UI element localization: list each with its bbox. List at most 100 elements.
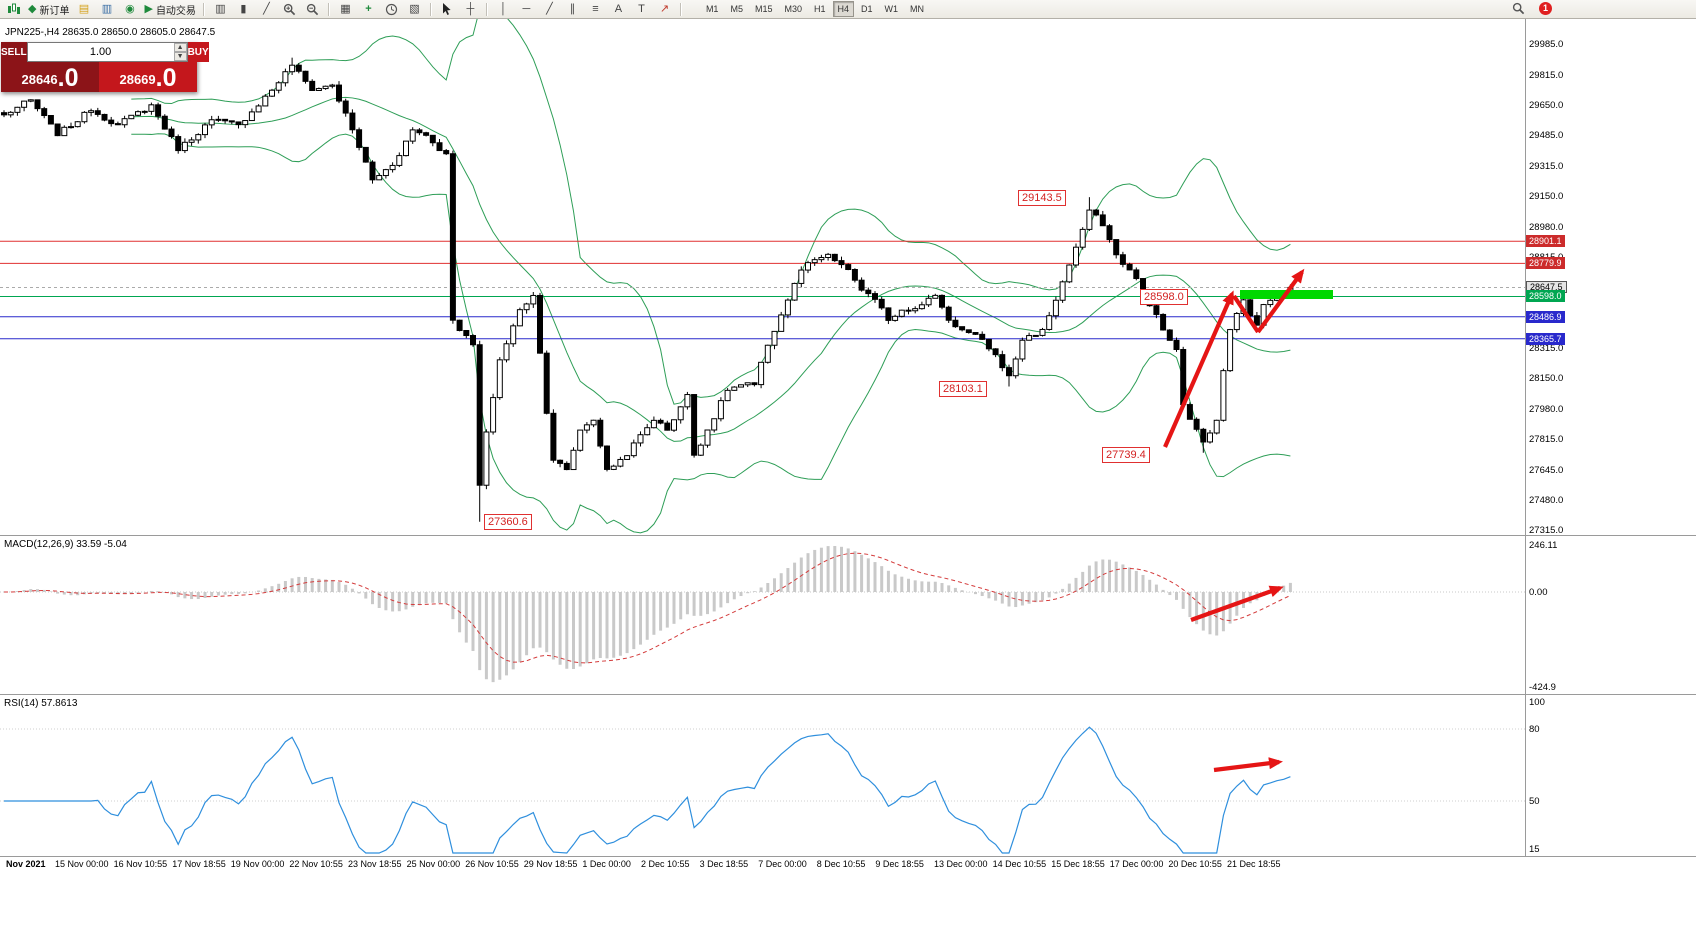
data-window-button[interactable]: ▥: [96, 1, 117, 17]
zoom-in-button[interactable]: [279, 1, 300, 17]
templates-icon: ▧: [409, 2, 420, 15]
price-axis-border[interactable]: [1525, 18, 1526, 856]
time-axis-label: 22 Nov 10:55: [289, 859, 343, 869]
trendline-button[interactable]: ╱: [539, 1, 560, 17]
trend-arrow[interactable]: [1213, 757, 1283, 773]
auto-trading-button[interactable]: ▶ 自动交易: [144, 2, 196, 17]
line-chart-icon: ╱: [263, 2, 270, 15]
macd-axis-label: 0.00: [1529, 587, 1548, 598]
text-label-button[interactable]: T: [631, 1, 652, 17]
panel-separator[interactable]: [0, 535, 1696, 536]
panel-separator[interactable]: [0, 694, 1696, 695]
cursor-button[interactable]: [437, 1, 458, 17]
arrows-tool-icon: ↗: [659, 2, 670, 15]
timeframe-button-h1[interactable]: H1: [814, 4, 826, 14]
candlestick-chart-button[interactable]: ▮: [233, 1, 254, 17]
time-axis-label: Nov 2021: [6, 859, 46, 869]
indicators-button[interactable]: +: [358, 1, 379, 17]
crosshair-button[interactable]: ┼: [460, 1, 481, 17]
buy-button[interactable]: BUY: [187, 42, 209, 62]
templates-button[interactable]: ▧: [404, 1, 425, 17]
zoom-out-button[interactable]: [302, 1, 323, 17]
timeframe-button-w1[interactable]: W1: [884, 4, 899, 14]
bar-chart-button[interactable]: ▥: [210, 1, 231, 17]
price-annotation-label[interactable]: 28103.1: [939, 381, 987, 397]
trend-arrow[interactable]: [1232, 294, 1260, 334]
arrows-tool-button[interactable]: ↗: [654, 1, 675, 17]
trend-arrow[interactable]: [1256, 268, 1305, 334]
text-button[interactable]: A: [608, 1, 629, 17]
price-axis-tick: 27645.0: [1529, 464, 1564, 476]
price-axis-tick: 29150.0: [1529, 190, 1564, 202]
price-annotation-label[interactable]: 27739.4: [1102, 447, 1150, 463]
price-annotation-label[interactable]: 28598.0: [1140, 289, 1188, 305]
price-axis-badge: 28365.7: [1526, 332, 1565, 345]
horizontal-line-button[interactable]: ─: [516, 1, 537, 17]
rsi-axis-label: 80: [1529, 724, 1540, 735]
price-axis-tick: 28150.0: [1529, 373, 1564, 384]
bar-chart-icon: ▥: [215, 2, 226, 15]
zoom-in-icon: [283, 3, 296, 15]
line-chart-button[interactable]: ╱: [256, 1, 277, 17]
timeframe-button-d1[interactable]: D1: [861, 4, 873, 14]
trend-arrow[interactable]: [1163, 290, 1234, 448]
tile-windows-button[interactable]: ▦: [335, 1, 356, 17]
toolbar-separator: [202, 2, 205, 16]
macd-axis-label: -424.9: [1529, 682, 1556, 693]
new-chart-button[interactable]: [3, 1, 24, 17]
price-annotation-label[interactable]: 27360.6: [484, 514, 532, 530]
macd-indicator-label: MACD(12,26,9) 33.59 -5.04: [4, 539, 127, 550]
time-axis-label: 20 Dec 10:55: [1168, 859, 1222, 869]
time-axis-label: 8 Dec 10:55: [816, 859, 866, 869]
price-axis-tick: 29650.0: [1529, 99, 1564, 111]
rsi-indicator-layer[interactable]: [0, 726, 1525, 854]
rsi-axis-label: 50: [1529, 796, 1540, 807]
drawn-objects-layer[interactable]: [1163, 268, 1333, 773]
price-chart-layer[interactable]: [0, 4, 1525, 534]
fibonacci-button[interactable]: ≡: [585, 1, 606, 17]
volume-input[interactable]: [27, 43, 174, 61]
macd-axis-label: 246.11: [1529, 540, 1558, 551]
periods-button[interactable]: [381, 1, 402, 17]
vertical-line-button[interactable]: │: [493, 1, 514, 17]
timeframe-button-h4[interactable]: H4: [832, 1, 855, 17]
new-chart-icon: [7, 3, 20, 14]
market-watch-button[interactable]: ▤: [73, 1, 94, 17]
vertical-line-icon: │: [500, 2, 507, 15]
time-axis-label: 13 Dec 00:00: [934, 859, 988, 869]
timeframe-button-m5[interactable]: M5: [730, 4, 743, 14]
search-icon[interactable]: [1512, 2, 1525, 15]
volume-down-button[interactable]: ▼: [173, 52, 187, 61]
price-axis-badge: 28486.9: [1526, 310, 1565, 323]
sell-price[interactable]: 28646.0: [1, 62, 99, 92]
price-annotation-label[interactable]: 29143.5: [1018, 190, 1066, 206]
time-axis-label: 17 Nov 18:55: [172, 859, 226, 869]
time-axis-label: 2 Dec 10:55: [641, 859, 690, 869]
time-axis-label: 25 Nov 00:00: [406, 859, 461, 869]
crosshair-icon: ┼: [466, 2, 475, 15]
channel-button[interactable]: ∥: [562, 1, 583, 17]
time-axis-label: 26 Nov 10:55: [465, 859, 519, 869]
new-order-button[interactable]: ◆ 新订单: [28, 2, 70, 17]
timeframe-button-m15[interactable]: M15: [754, 4, 773, 14]
price-axis-tick: 29485.0: [1529, 130, 1564, 141]
toolbar-right-icons: 1: [1512, 2, 1552, 15]
price-axis-tick: 28315.0: [1529, 342, 1564, 354]
toolbar-separator: [679, 2, 682, 16]
timeframe-button-m1[interactable]: M1: [705, 4, 719, 14]
price-axis-badge: 28779.9: [1526, 257, 1565, 270]
notification-badge[interactable]: 1: [1539, 2, 1552, 15]
volume-up-button[interactable]: ▲: [173, 43, 187, 52]
data-window-icon: ▥: [101, 2, 113, 15]
timeframe-button-mn[interactable]: MN: [910, 4, 925, 14]
top-toolbar: ◆ 新订单 ▤ ▥ ◉ ▶ 自动交易 ▥ ▮ ╱ ▦ + ▧ ┼ │: [0, 0, 1696, 19]
time-axis-label: 16 Nov 10:55: [113, 859, 168, 869]
timeframe-button-m30[interactable]: M30: [784, 4, 802, 14]
navigator-button[interactable]: ◉: [119, 1, 140, 17]
sell-button[interactable]: SELL: [1, 42, 27, 62]
buy-price[interactable]: 28669.0: [99, 62, 197, 92]
trend-arrow[interactable]: [1190, 585, 1284, 622]
time-axis-label: 15 Nov 00:00: [55, 859, 109, 869]
